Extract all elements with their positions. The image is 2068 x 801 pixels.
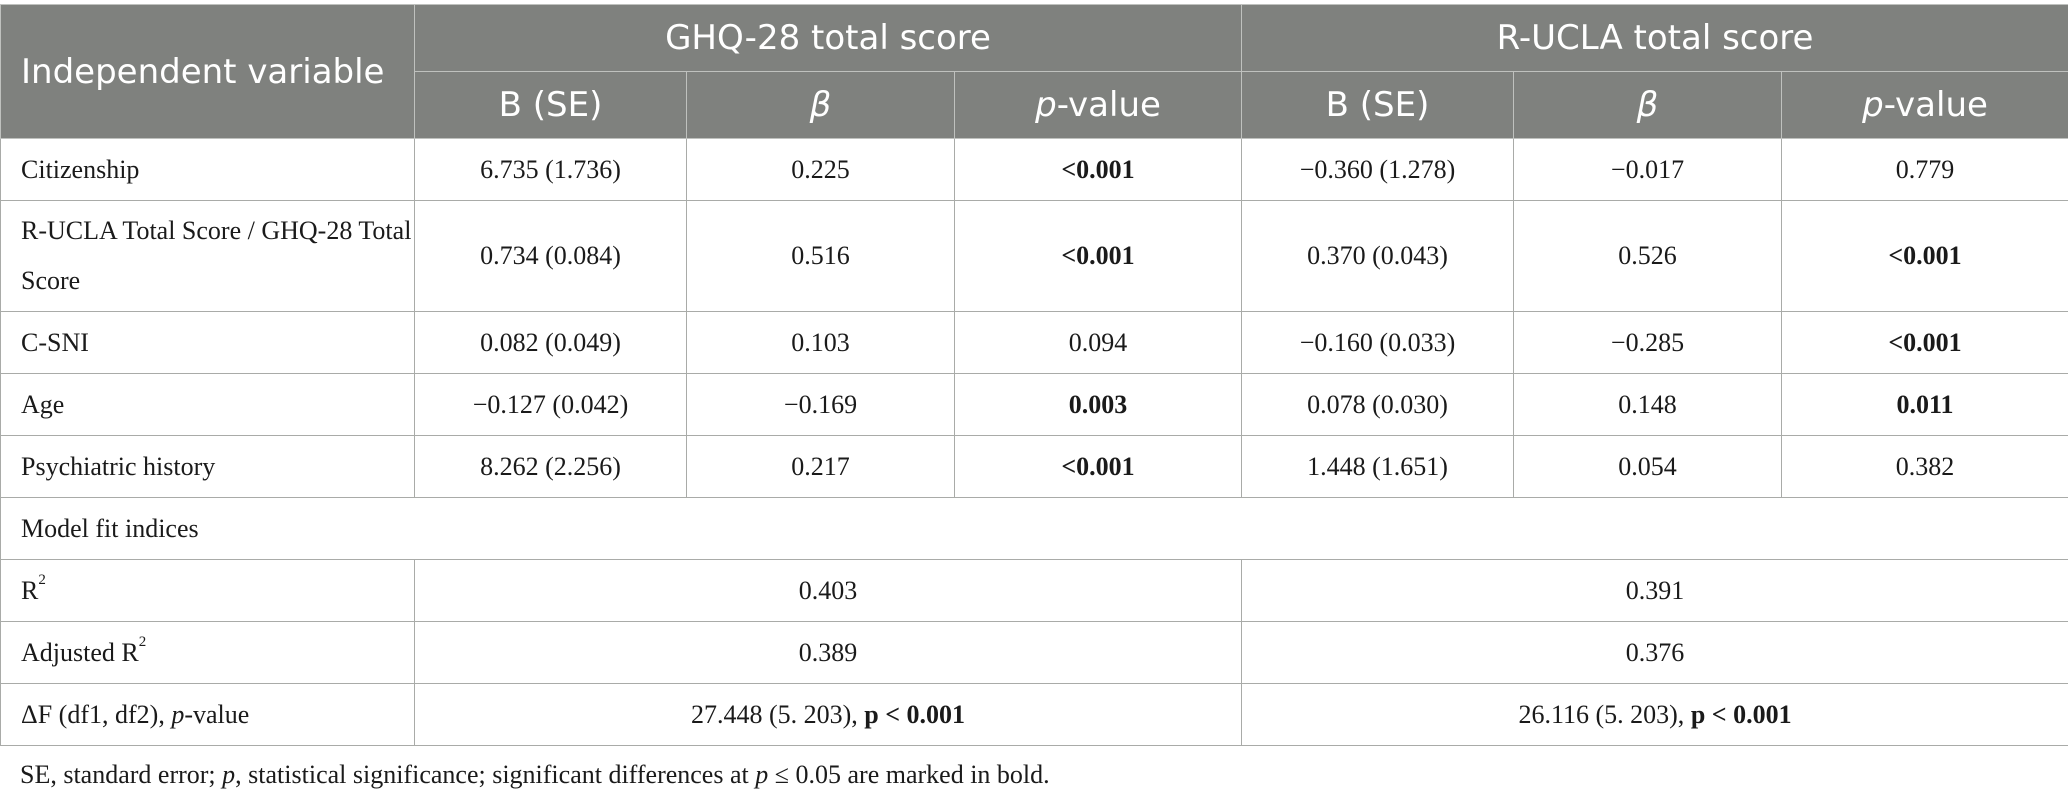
cell-beta: 0.148: [1513, 373, 1783, 436]
header-p-value-2: p-value: [1781, 71, 2068, 139]
r2-row: R2 0.403 0.391: [0, 559, 2068, 622]
cell-beta: 0.225: [686, 138, 955, 201]
table-row: Citizenship 6.735 (1.736) 0.225 <0.001 −…: [0, 138, 2068, 201]
cell-b-se: 0.370 (0.043): [1241, 200, 1515, 312]
model-fit-section-row: Model fit indices: [0, 497, 2068, 560]
delta-f-label: ΔF (df1, df2), p-value: [0, 683, 415, 746]
cell-b-se: −0.127 (0.042): [414, 373, 687, 436]
cell-p-value: <0.001: [953, 200, 1243, 312]
r2-superscript: 2: [38, 571, 46, 588]
delta-f-rucla-value: 26.116 (5. 203),: [1518, 699, 1691, 729]
table-row: C-SNI 0.082 (0.049) 0.103 0.094 −0.160 (…: [0, 311, 2068, 374]
p-symbol: p: [1035, 85, 1057, 125]
row-label: Psychiatric history: [0, 435, 415, 498]
table-row: Age −0.127 (0.042) −0.169 0.003 0.078 (0…: [0, 373, 2068, 436]
cell-p-value: <0.001: [1781, 200, 2068, 312]
delta-f-row: ΔF (df1, df2), p-value 27.448 (5. 203), …: [0, 683, 2068, 746]
r2-label: R2: [0, 559, 415, 622]
cell-b-se: 1.448 (1.651): [1241, 435, 1515, 498]
delta-f-ghq28-p: p < 0.001: [864, 699, 966, 729]
cell-beta: 0.526: [1513, 200, 1783, 312]
footnote-part1: SE, standard error;: [20, 760, 223, 789]
cell-p-value: 0.094: [953, 311, 1243, 374]
adjusted-r2-rucla: 0.376: [1241, 621, 2068, 684]
p-symbol: p: [171, 699, 185, 729]
delta-f-ghq28: 27.448 (5. 203), p < 0.001: [413, 683, 1243, 746]
cell-beta: 0.516: [686, 200, 955, 312]
table-row: Psychiatric history 8.262 (2.256) 0.217 …: [0, 435, 2068, 498]
delta-f-label-post: -value: [184, 699, 250, 729]
footnote-part2: , statistical significance; significant …: [235, 760, 756, 789]
row-label: C-SNI: [0, 311, 415, 374]
p-symbol: p: [1862, 85, 1884, 125]
header-row-2: B (SE) β p-value B (SE) β p-value: [1, 71, 2068, 139]
cell-beta: −0.285: [1513, 311, 1783, 374]
adjusted-r2-row: Adjusted R2 0.389 0.376: [0, 621, 2068, 684]
row-label: R-UCLA Total Score / GHQ-28 Total Score: [0, 200, 415, 312]
cell-b-se: 0.734 (0.084): [414, 200, 687, 312]
delta-f-rucla: 26.116 (5. 203), p < 0.001: [1241, 683, 2068, 746]
delta-f-ghq28-value: 27.448 (5. 203),: [690, 699, 865, 729]
delta-f-rucla-p: p < 0.001: [1690, 699, 1792, 729]
beta-symbol: β: [1636, 85, 1659, 125]
delta-f-label-pre: ΔF (df1, df2),: [21, 699, 172, 729]
cell-b-se: −0.360 (1.278): [1241, 138, 1515, 201]
r2-rucla: 0.391: [1241, 559, 2068, 622]
cell-b-se: 0.082 (0.049): [414, 311, 687, 374]
row-label: Citizenship: [0, 138, 415, 201]
cell-beta: −0.169: [686, 373, 955, 436]
cell-beta: −0.017: [1513, 138, 1783, 201]
cell-beta: 0.217: [686, 435, 955, 498]
model-fit-label: Model fit indices: [0, 497, 2068, 560]
cell-b-se: −0.160 (0.033): [1241, 311, 1515, 374]
header-b-se-2: B (SE): [1241, 71, 1515, 139]
row-label: Age: [0, 373, 415, 436]
value-suffix: -value: [1883, 85, 1988, 125]
cell-b-se: 0.078 (0.030): [1241, 373, 1515, 436]
adjusted-r2-label-text: Adjusted R: [21, 637, 139, 667]
header-independent-variable: Independent variable: [0, 4, 415, 139]
adjusted-r2-superscript: 2: [138, 633, 147, 650]
cell-p-value: 0.382: [1781, 435, 2068, 498]
header-rucla: R-UCLA total score: [1241, 4, 2068, 72]
cell-b-se: 6.735 (1.736): [414, 138, 687, 201]
cell-p-value: 0.003: [953, 373, 1243, 436]
cell-beta: 0.103: [686, 311, 955, 374]
table-row: R-UCLA Total Score / GHQ-28 Total Score …: [0, 200, 2068, 312]
cell-beta: 0.054: [1513, 435, 1783, 498]
regression-table: Independent variable GHQ-28 total score …: [0, 4, 2068, 746]
cell-p-value: 0.011: [1781, 373, 2068, 436]
header-beta-1: β: [686, 71, 955, 139]
header-ghq28: GHQ-28 total score: [413, 4, 1243, 72]
cell-p-value: 0.779: [1781, 138, 2068, 201]
cell-p-value: <0.001: [953, 138, 1243, 201]
header-beta-2: β: [1513, 71, 1783, 139]
beta-symbol: β: [809, 85, 832, 125]
footnote-part3: ≤ 0.05 are marked in bold.: [768, 760, 1050, 789]
footnote-p2: p: [755, 760, 769, 789]
footnote-p1: p: [222, 760, 236, 789]
cell-p-value: <0.001: [1781, 311, 2068, 374]
adjusted-r2-label: Adjusted R2: [0, 621, 415, 684]
cell-p-value: <0.001: [953, 435, 1243, 498]
adjusted-r2-ghq28: 0.389: [413, 621, 1243, 684]
header-b-se-1: B (SE): [414, 71, 687, 139]
table-footnote: SE, standard error; p, statistical signi…: [20, 760, 1050, 790]
r2-label-text: R: [21, 575, 39, 605]
header-p-value-1: p-value: [953, 71, 1243, 139]
r2-ghq28: 0.403: [413, 559, 1243, 622]
cell-b-se: 8.262 (2.256): [414, 435, 687, 498]
header-row-1: Independent variable GHQ-28 total score …: [0, 4, 2068, 139]
value-suffix: -value: [1056, 85, 1161, 125]
